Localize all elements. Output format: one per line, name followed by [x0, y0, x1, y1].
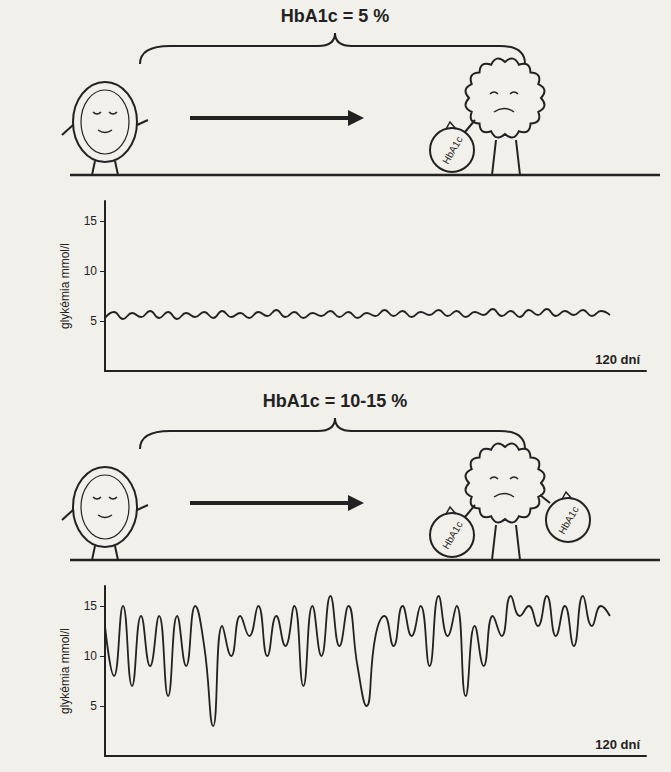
svg-text:HbA1c: HbA1c — [440, 520, 465, 551]
svg-text:5: 5 — [90, 699, 97, 713]
svg-text:15: 15 — [84, 214, 98, 228]
svg-text:HbA1c = 10-15 %: HbA1c = 10-15 % — [263, 391, 408, 411]
svg-text:glykémia mmol/l: glykémia mmol/l — [58, 243, 72, 329]
svg-text:120 dní: 120 dní — [595, 737, 640, 752]
svg-text:120 dní: 120 dní — [595, 352, 640, 367]
svg-text:15: 15 — [84, 599, 98, 613]
svg-text:glykémia mmol/l: glykémia mmol/l — [58, 628, 72, 714]
svg-text:HbA1c: HbA1c — [556, 505, 581, 536]
svg-text:10: 10 — [84, 264, 98, 278]
svg-text:HbA1c: HbA1c — [440, 135, 465, 166]
svg-text:HbA1c = 5 %: HbA1c = 5 % — [281, 6, 390, 26]
svg-text:5: 5 — [90, 314, 97, 328]
svg-text:10: 10 — [84, 649, 98, 663]
